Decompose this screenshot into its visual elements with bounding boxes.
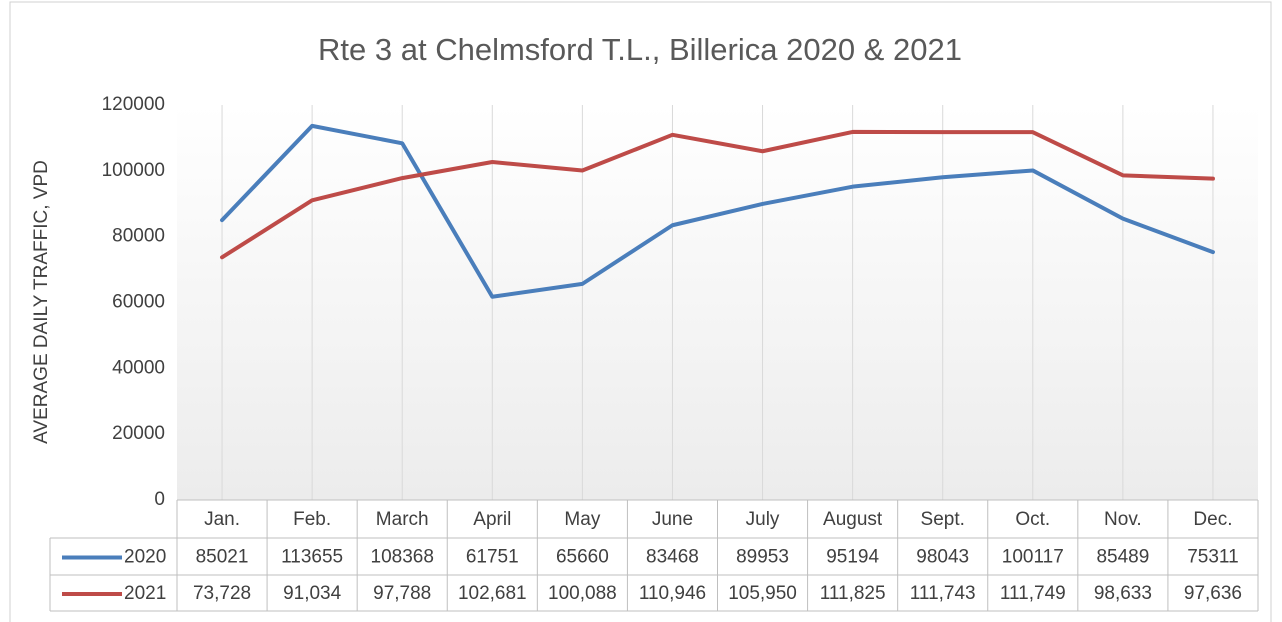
table-value: 113655 (281, 547, 343, 568)
y-axis-label: AVERAGE DAILY TRAFFIC, VPD (31, 160, 52, 444)
legend-label: 2020 (124, 547, 166, 568)
table-value: 97,636 (1184, 583, 1242, 604)
legend-label: 2021 (124, 583, 166, 604)
y-tick-label: 0 (154, 489, 165, 510)
x-tick-label: Dec. (1193, 509, 1232, 530)
table-value: 61751 (466, 547, 519, 568)
y-tick-label: 20000 (112, 423, 165, 444)
x-tick-label: Feb. (293, 509, 331, 530)
x-tick-label: Nov. (1104, 509, 1142, 530)
table-value: 95194 (826, 547, 879, 568)
x-tick-label: July (746, 509, 780, 530)
table-value: 89953 (736, 547, 789, 568)
chart-title: Rte 3 at Chelmsford T.L., Billerica 2020… (318, 32, 962, 67)
series-line (220, 129, 1215, 260)
table-value: 97,788 (373, 583, 431, 604)
table-value: 85021 (196, 547, 249, 568)
table-value: 98043 (916, 547, 969, 568)
table-value: 100117 (1002, 547, 1064, 568)
series-line (220, 123, 1215, 299)
x-tick-label: August (823, 509, 883, 530)
x-tick-label: April (473, 509, 511, 530)
y-tick-label: 60000 (112, 292, 165, 313)
x-tick-label: May (564, 509, 600, 530)
table-value: 111,825 (820, 583, 886, 604)
table-value: 111,749 (1000, 583, 1066, 604)
y-tick-label: 80000 (112, 226, 165, 247)
table-value: 73,728 (193, 583, 251, 604)
table-value: 105,950 (728, 583, 797, 604)
table-value: 98,633 (1094, 583, 1152, 604)
chart-border (9, 1, 1272, 622)
table-value: 83468 (646, 547, 699, 568)
x-tick-label: Oct. (1015, 509, 1050, 530)
x-tick-label: March (376, 509, 429, 530)
table-value: 65660 (556, 547, 609, 568)
plot-background (177, 105, 1258, 500)
table-value: 102,681 (458, 583, 527, 604)
table-value: 85489 (1096, 547, 1149, 568)
table-value: 100,088 (548, 583, 617, 604)
table-value: 108368 (371, 547, 434, 568)
table-value: 110,946 (639, 583, 706, 604)
x-tick-label: Sept. (921, 509, 965, 530)
y-tick-label: 40000 (112, 357, 165, 378)
x-tick-label: June (652, 509, 693, 530)
y-tick-label: 100000 (102, 160, 165, 181)
x-tick-label: Jan. (204, 509, 240, 530)
table-value: 111,743 (910, 583, 976, 604)
table-value: 75311 (1187, 547, 1238, 568)
table-value: 91,034 (283, 583, 342, 604)
y-tick-label: 120000 (102, 94, 165, 115)
